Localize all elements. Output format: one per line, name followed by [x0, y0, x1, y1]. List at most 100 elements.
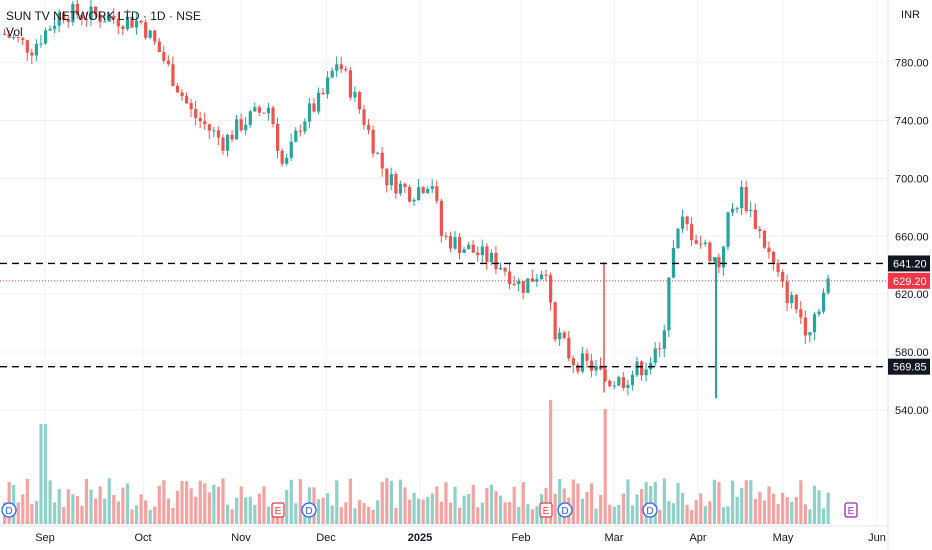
volume-bar [767, 486, 771, 524]
volume-bar [467, 494, 471, 524]
candle-body [407, 187, 412, 202]
volume-bar [781, 492, 785, 524]
volume-bar [740, 487, 744, 524]
volume-bar [198, 480, 202, 524]
volume-bar [653, 482, 657, 524]
candle-body [498, 267, 503, 270]
x-tick-label: Mar [605, 532, 624, 544]
candle-body [257, 107, 261, 113]
candle-body [134, 20, 139, 28]
volume-bar [385, 478, 389, 524]
volume-bar [339, 507, 343, 524]
volume-bar [221, 478, 225, 524]
volume-bar [658, 509, 662, 524]
candle-body [316, 92, 321, 112]
candle-body [239, 119, 243, 131]
candle-body [235, 119, 239, 140]
volume-bar [380, 482, 384, 524]
candle-body [489, 252, 494, 263]
volume-bar [394, 507, 398, 524]
candle-body [98, 14, 102, 22]
candle-body [826, 278, 830, 293]
candle-body [599, 365, 603, 370]
candle-body [467, 244, 471, 250]
volume-bar [617, 504, 621, 524]
volume-bar [744, 480, 748, 524]
volume-bar [671, 503, 676, 524]
earnings-marker [271, 502, 285, 518]
candle-body [658, 348, 662, 350]
volume-bar [194, 496, 198, 524]
x-tick-label: Sep [35, 532, 55, 544]
volume-bar [817, 490, 821, 524]
candle-body [30, 52, 34, 56]
volume-label: Vol [6, 25, 23, 39]
candle-body [749, 210, 753, 212]
candle-body [512, 283, 516, 285]
candle-body [43, 30, 48, 44]
candle-body [721, 246, 726, 268]
earnings-label: E [275, 506, 282, 517]
candle-body [353, 92, 357, 98]
volume-bar [676, 482, 680, 524]
candle-body [644, 369, 648, 376]
candle-body [521, 281, 525, 293]
volume-bar [367, 507, 371, 524]
candle-body [508, 271, 512, 284]
earnings-label: E [848, 506, 855, 517]
volume-bar [80, 505, 84, 524]
volume-bar [498, 495, 503, 524]
volume-bar [708, 501, 712, 524]
candle-body [503, 267, 507, 272]
volume-bar [621, 493, 625, 524]
candle-body [326, 77, 330, 95]
x-tick-label: Dec [316, 532, 336, 544]
candle-body [708, 242, 712, 262]
volume-bar [34, 501, 39, 524]
candle-body [494, 252, 498, 270]
volume-bar [43, 424, 48, 524]
candle-body [794, 295, 798, 310]
volume-bar [207, 492, 211, 524]
volume-bar [680, 492, 685, 524]
candle-body [271, 107, 275, 125]
volume-bar [662, 478, 666, 524]
volume-bar [690, 509, 694, 524]
volume-bar [289, 479, 293, 524]
volume-bar [753, 498, 757, 524]
volume-bar [530, 509, 534, 524]
volume-bar [640, 489, 644, 524]
candle-body [62, 12, 66, 20]
volume-bar [253, 504, 257, 524]
earnings-label: E [543, 506, 550, 517]
candle-body [148, 30, 152, 38]
level-label: 641.20 [893, 258, 927, 270]
volume-bar [130, 509, 134, 524]
candle-body [653, 348, 657, 363]
candle-body [389, 174, 393, 186]
candle-body [180, 92, 184, 97]
volume-bar [762, 500, 767, 524]
candle-body [144, 22, 148, 38]
volume-bar [94, 498, 98, 524]
candle-body [212, 130, 216, 132]
candle-body [7, 34, 11, 38]
volume-bar [503, 502, 507, 524]
volume-bar [435, 486, 439, 524]
candle-body [21, 38, 25, 41]
candle-body [771, 252, 776, 263]
volume-bar [489, 484, 494, 524]
volume-bar [257, 493, 261, 524]
volume-bar [612, 506, 616, 524]
volume-bar [16, 502, 20, 524]
y-tick-label: 540.00 [895, 405, 929, 417]
y-tick-label: 620.00 [895, 289, 929, 301]
candle-body [762, 230, 767, 248]
candle-body [376, 152, 380, 154]
volume-bar [517, 506, 521, 524]
volume-bar [321, 497, 325, 524]
volume-bar [794, 496, 798, 524]
volume-bar [166, 498, 170, 524]
volume-bar [703, 506, 707, 524]
